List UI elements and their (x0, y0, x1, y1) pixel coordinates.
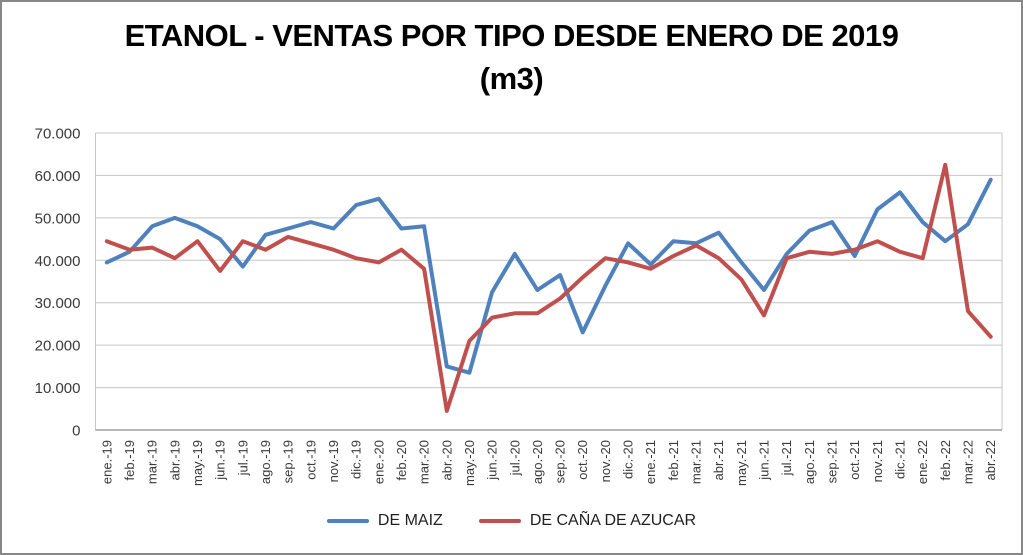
x-axis-tick-label: dic.-19 (349, 440, 364, 479)
x-axis-tick-label: may.-20 (462, 440, 477, 486)
x-axis-tick-label: abr.-19 (167, 440, 182, 480)
x-axis-tick-label: oct.-21 (847, 440, 862, 480)
y-axis-tick-label: 0 (72, 423, 80, 440)
x-axis-tick-label: nov.-19 (326, 440, 341, 482)
legend-label-de-cana-de-azucar: DE CAÑA DE AZUCAR (529, 512, 697, 529)
x-axis-tick-label: jul.-20 (507, 440, 522, 476)
x-axis-tick-label: ago.-19 (258, 440, 273, 484)
x-axis-tick-label: may.-21 (734, 440, 749, 486)
x-axis-tick-label: jul.-19 (235, 440, 250, 476)
legend-item-de-maiz: DE MAIZ (326, 512, 443, 530)
x-axis-tick-label: feb.-22 (938, 440, 953, 480)
x-axis-tick-label: nov.-20 (598, 440, 613, 482)
x-axis-tick-label: feb.-21 (666, 440, 681, 480)
x-axis-tick-label: feb.-20 (394, 440, 409, 480)
x-axis-tick-label: ene.-20 (371, 440, 386, 484)
y-axis-tick-label: 30.000 (35, 295, 81, 312)
x-axis-tick-label: sep.-20 (553, 440, 568, 483)
x-axis-tick-label: ene.-21 (643, 440, 658, 484)
x-axis-tick-label: ago.-21 (802, 440, 817, 484)
x-axis-tick-label: jun.-20 (485, 440, 500, 481)
x-axis-tick-label: ene.-22 (915, 440, 930, 484)
x-axis-tick-label: mar.-22 (961, 440, 976, 484)
y-axis-tick-label: 10.000 (35, 380, 81, 397)
x-axis-tick-label: oct.-20 (575, 440, 590, 480)
x-axis-tick-label: jul.-21 (779, 440, 794, 476)
x-axis-tick-label: jun.-21 (757, 440, 772, 481)
y-axis-tick-label: 70.000 (35, 126, 81, 143)
legend-line-sample-de-maiz (326, 519, 369, 523)
legend-item-de-cana-de-azucar: DE CAÑA DE AZUCAR (478, 512, 697, 530)
x-axis-tick-label: ene.-19 (99, 440, 114, 484)
x-axis-tick-label: ago.-20 (530, 440, 545, 484)
x-axis-tick-label: dic.-20 (621, 440, 636, 479)
chart-title-line1: ETANOL - VENTAS POR TIPO DESDE ENERO DE … (124, 18, 899, 53)
legend-line-sample-de-cana-de-azucar (478, 519, 521, 523)
legend-label-de-maiz: DE MAIZ (377, 512, 443, 529)
x-axis-tick-label: oct.-19 (303, 440, 318, 480)
series-line-de-maiz (104, 177, 993, 375)
x-axis-tick-label: feb.-19 (122, 440, 137, 480)
chart-title-line2: (m3) (479, 61, 544, 97)
x-axis-tick-label: jun.-19 (213, 440, 228, 481)
series-line-de-cana-de-azucar (104, 162, 993, 413)
x-axis-tick-label: mar.-19 (145, 440, 160, 484)
x-axis-tick-label: abr.-21 (711, 440, 726, 480)
x-axis-tick-label: may.-19 (190, 440, 205, 486)
y-axis-tick-label: 20.000 (35, 338, 81, 355)
x-axis-tick-label: nov.-21 (870, 440, 885, 482)
y-axis-tick-label: 60.000 (35, 168, 81, 185)
x-axis-tick-label: mar.-20 (417, 440, 432, 484)
x-axis-tick-label: dic.-21 (893, 440, 908, 479)
x-axis-tick-label: sep.-21 (825, 440, 840, 483)
chart-title: ETANOL - VENTAS POR TIPO DESDE ENERO DE … (2, 14, 1021, 101)
y-axis-tick-label: 50.000 (35, 210, 81, 227)
x-axis-tick-label: abr.-20 (439, 440, 454, 480)
chart-legend: DE MAIZ DE CAÑA DE AZUCAR (2, 512, 1021, 530)
x-axis-tick-label: mar.-21 (689, 440, 704, 484)
x-axis-tick-label: abr.-22 (983, 440, 998, 480)
y-axis-tick-label: 40.000 (35, 253, 81, 270)
x-axis-tick-label: sep.-19 (281, 440, 296, 483)
